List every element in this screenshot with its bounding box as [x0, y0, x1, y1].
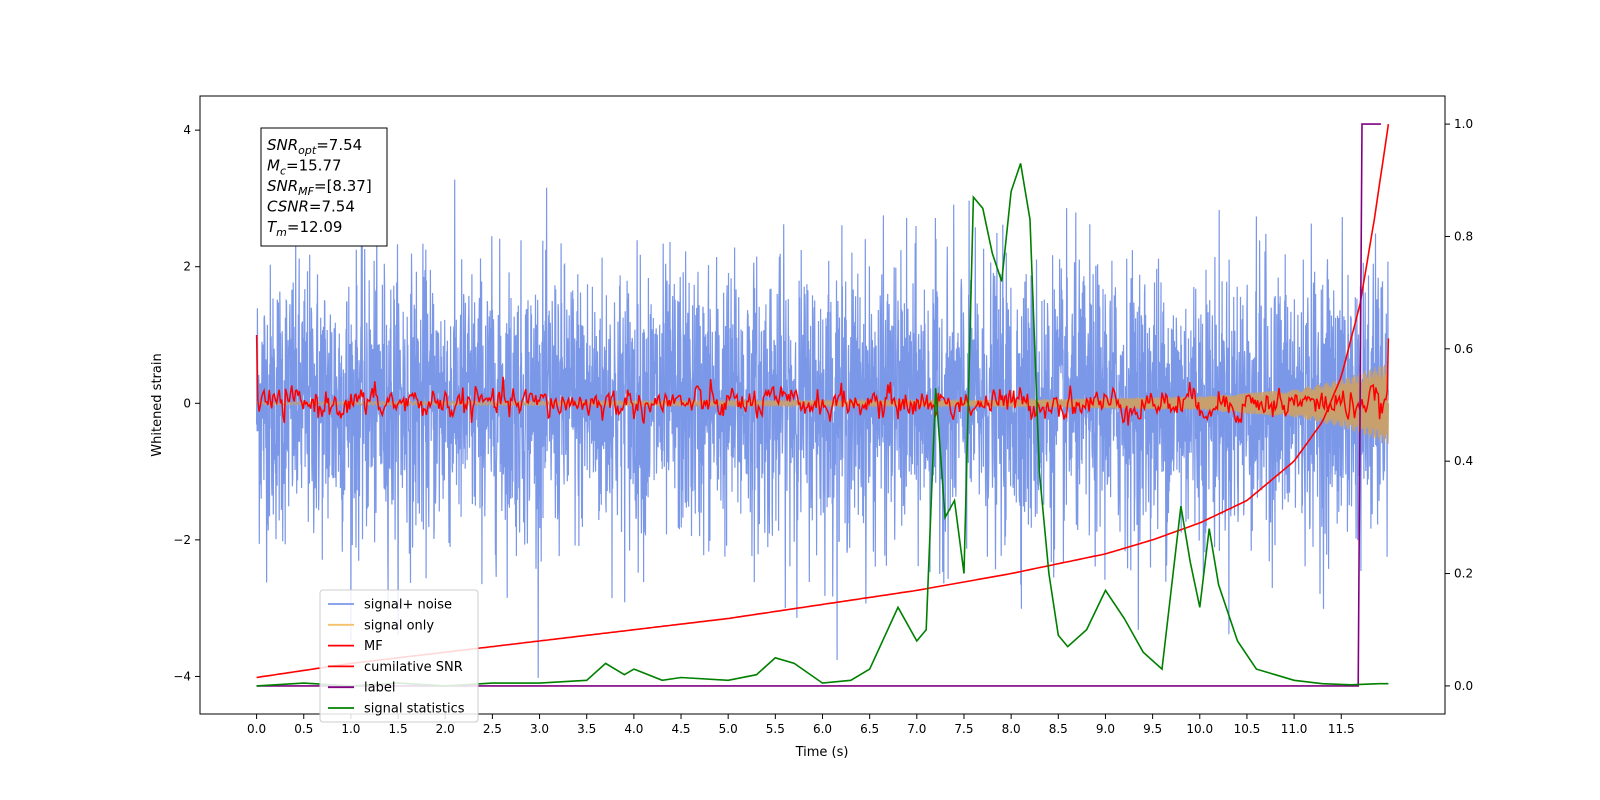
x-tick-label: 6.0 [813, 722, 832, 736]
legend-entry: cumilative SNR [364, 660, 463, 675]
legend-entry: MF [364, 639, 383, 654]
x-tick-label: 9.5 [1143, 722, 1162, 736]
y2-tick-label: 0.8 [1454, 229, 1473, 243]
y-axis-right: 0.0 0.2 0.4 0.6 0.8 1.0 [1445, 117, 1473, 693]
x-tick-label: 2.5 [483, 722, 502, 736]
x-tick-label: 0.0 [247, 722, 266, 736]
info-box-line: Tm=12.09 [267, 218, 342, 239]
x-tick-label: 10.5 [1234, 722, 1261, 736]
x-tick-label: 8.0 [1002, 722, 1021, 736]
info-box-line: SNRopt=7.54 [267, 136, 362, 157]
y-axis-left: −4 −2 0 2 4 [173, 123, 200, 683]
y2-tick-label: 0.6 [1454, 342, 1473, 356]
y-tick-label: −2 [173, 533, 191, 547]
y-tick-label: 4 [183, 123, 191, 137]
x-tick-label: 7.5 [954, 722, 973, 736]
legend: signal+ noise signal only MF cumilative SNR… [319, 589, 479, 723]
x-tick-label: 5.0 [719, 722, 738, 736]
legend-entry: signal statistics [364, 702, 465, 717]
x-tick-label: 6.5 [860, 722, 879, 736]
info-box: SNRopt=7.54Mc=15.77SNRMF=[8.37]CSNR=7.54… [260, 127, 388, 247]
x-tick-label: 0.5 [294, 722, 313, 736]
info-box-line: Mc=15.77 [267, 157, 342, 178]
x-tick-label: 1.0 [341, 722, 360, 736]
x-tick-label: 9.0 [1096, 722, 1115, 736]
x-axis-label: Time (s) [795, 745, 849, 760]
series-signal-statistics [256, 163, 1389, 687]
y2-tick-label: 1.0 [1454, 117, 1473, 131]
x-tick-label: 11.5 [1328, 722, 1355, 736]
x-tick-label: 5.5 [766, 722, 785, 736]
info-box-line: SNRMF=[8.37] [267, 177, 372, 198]
x-tick-label: 3.0 [530, 722, 549, 736]
y2-tick-label: 0.2 [1454, 567, 1473, 581]
x-tick-label: 10.0 [1186, 722, 1213, 736]
y-tick-label: 0 [183, 396, 191, 410]
y2-tick-label: 0.0 [1454, 679, 1473, 693]
legend-frame [319, 589, 479, 723]
x-tick-label: 3.5 [577, 722, 596, 736]
x-tick-label: 4.0 [624, 722, 643, 736]
x-tick-label: 1.5 [389, 722, 408, 736]
legend-entry: label [364, 681, 395, 696]
x-tick-label: 2.0 [436, 722, 455, 736]
legend-entry: signal only [364, 618, 434, 633]
y-tick-label: 2 [183, 260, 191, 274]
series-label [256, 123, 1381, 687]
x-tick-label: 7.0 [907, 722, 926, 736]
y2-tick-label: 0.4 [1454, 454, 1473, 468]
info-box-line: CSNR=7.54 [267, 198, 355, 216]
x-tick-label: 11.0 [1281, 722, 1308, 736]
x-tick-label: 4.5 [671, 722, 690, 736]
y-tick-label: −4 [173, 669, 191, 683]
legend-entry: signal+ noise [364, 598, 452, 613]
x-tick-label: 8.5 [1049, 722, 1068, 736]
series-mf [255, 334, 1390, 426]
x-axis: 0.0 0.5 1.0 1.5 2.0 2.5 3.0 3.5 4.0 4.5 5.0 5.5 6.0 6… [247, 714, 1355, 736]
info-box-frame [260, 127, 388, 247]
y-axis-label: Whitened strain [150, 353, 165, 456]
